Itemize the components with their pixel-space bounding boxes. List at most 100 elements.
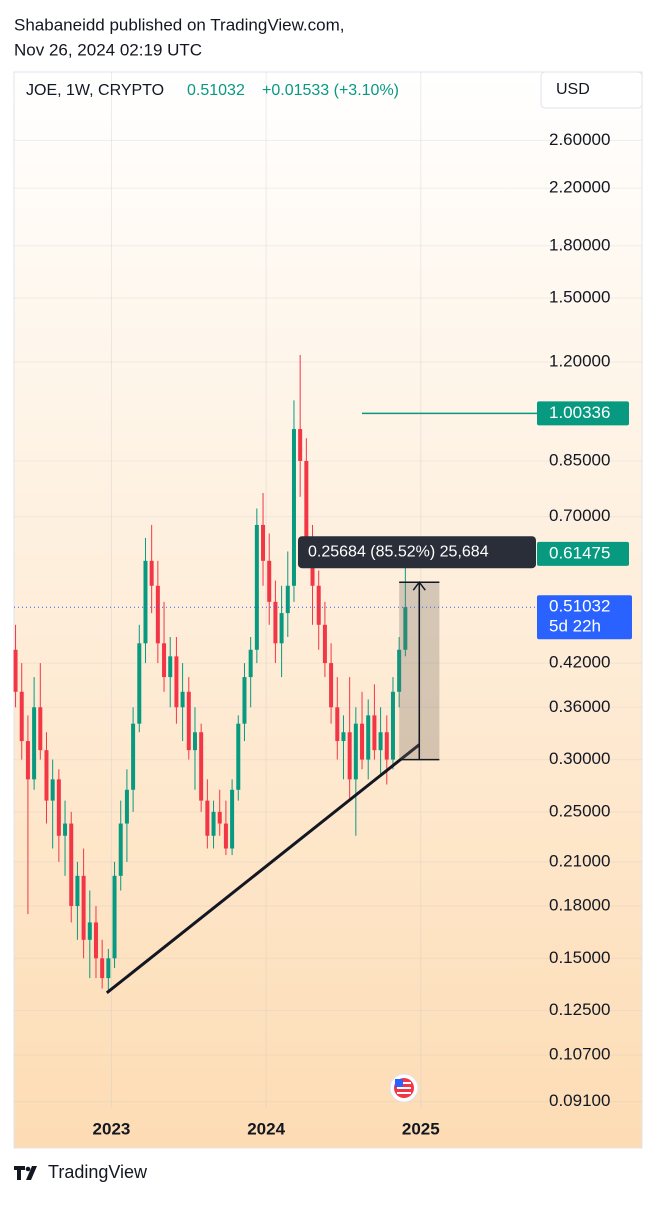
candle-body <box>310 551 315 586</box>
candle-body <box>372 715 377 751</box>
candle-body <box>267 560 272 602</box>
currency-button[interactable] <box>540 71 643 109</box>
candle-body <box>279 613 284 644</box>
candle-body <box>131 723 136 790</box>
price-label-bg <box>537 541 629 566</box>
currency[interactable]: USD <box>556 81 590 98</box>
measure-label-bg <box>298 536 536 569</box>
candle-body <box>316 585 321 625</box>
candle-body <box>106 958 111 979</box>
y-tick-label: 0.70000 <box>549 506 610 525</box>
candle-body <box>25 741 30 780</box>
candle-body <box>329 663 334 708</box>
y-tick-label: 0.25000 <box>549 801 610 820</box>
candle-body <box>137 643 142 724</box>
y-tick-label: 0.21000 <box>549 851 610 870</box>
candle-body <box>186 691 191 751</box>
candle-body <box>143 560 148 644</box>
candle-body <box>360 723 365 760</box>
candle-body <box>242 677 247 724</box>
candle-body <box>63 823 68 836</box>
x-tick-label: 2025 <box>402 1119 440 1138</box>
y-tick-label: 0.09100 <box>549 1091 610 1110</box>
candle-body <box>124 789 129 824</box>
y-tick-label: 1.80000 <box>549 235 610 254</box>
candle-body <box>50 779 55 801</box>
candle-body <box>38 707 43 751</box>
grid <box>14 72 642 1108</box>
event-flag <box>389 1073 419 1103</box>
y-tick-label: 0.30000 <box>549 749 610 768</box>
candle-body <box>384 732 389 760</box>
candle-body <box>378 732 383 751</box>
candle-body <box>44 750 49 801</box>
candle-body <box>397 649 402 692</box>
countdown-label: 5d 22h <box>549 617 601 636</box>
price-label-bg <box>537 401 629 426</box>
candle-body <box>254 524 259 650</box>
x-tick-label: 2024 <box>247 1119 285 1138</box>
candle-body <box>322 624 327 664</box>
candle-body <box>155 585 160 644</box>
candle-body <box>217 811 222 824</box>
candle-body <box>180 691 185 708</box>
candle-body <box>205 800 210 836</box>
y-tick-label: 0.10700 <box>549 1045 610 1064</box>
candle-body <box>112 875 117 959</box>
author-line: Shabaneidd published on TradingView.com, <box>14 15 344 34</box>
measure-arrowhead <box>412 580 426 591</box>
candle-body <box>211 811 216 836</box>
brand-name: TradingView <box>48 1162 148 1182</box>
candle-body <box>248 649 253 678</box>
candle-body <box>162 643 167 678</box>
last-price: 0.51032 <box>187 82 245 99</box>
price-change: +0.01533 (+3.10%) <box>262 82 399 99</box>
candle-body <box>75 875 80 907</box>
price-label: 1.00336 <box>549 403 610 422</box>
date-line: Nov 26, 2024 02:19 UTC <box>14 40 202 59</box>
y-tick-label: 1.50000 <box>549 288 610 307</box>
candle-body <box>236 723 241 790</box>
candle-body <box>285 585 290 614</box>
candle-body <box>56 779 61 836</box>
candle-body <box>390 691 395 760</box>
y-tick-label: 0.18000 <box>549 896 610 915</box>
x-tick-label: 2023 <box>93 1119 131 1138</box>
candle-body <box>69 823 74 907</box>
y-tick-label: 2.20000 <box>549 178 610 197</box>
candle-body <box>261 524 266 561</box>
candle-body <box>273 601 278 644</box>
y-tick-label: 0.15000 <box>549 948 610 967</box>
candle-body <box>168 656 173 678</box>
candle-body <box>347 732 352 780</box>
candle-body <box>100 958 105 979</box>
candle-body <box>403 607 408 650</box>
candle-body <box>199 732 204 801</box>
price-label: 0.61475 <box>549 543 610 562</box>
candle-body <box>19 691 24 742</box>
candle-body <box>93 922 98 959</box>
candle-body <box>353 723 358 780</box>
candle-body <box>32 707 37 780</box>
price-label-bg <box>537 595 632 640</box>
candle-body <box>223 823 228 849</box>
y-tick-label: 2.60000 <box>549 130 610 149</box>
candle-body <box>291 429 296 586</box>
plot: 2.60000 2.20000 1.80000 1.50000 1.20000 0.850… <box>13 130 632 1138</box>
candle-body <box>81 875 86 940</box>
price-label: 0.51032 <box>549 597 610 616</box>
candle-body <box>87 922 92 940</box>
y-tick-label: 0.42000 <box>549 653 610 672</box>
candle-body <box>192 732 197 751</box>
measure-label: 0.25684 (85.52%) 25,684 <box>308 543 489 560</box>
symbol: JOE, 1W, CRYPTO <box>26 82 164 99</box>
candle-body <box>174 656 179 708</box>
candle-body <box>149 560 154 586</box>
candle-body <box>230 789 235 849</box>
brand-logo <box>14 1166 37 1180</box>
candle-body <box>13 649 18 692</box>
candle-body <box>341 732 346 742</box>
y-tick-label: 1.20000 <box>549 352 610 371</box>
